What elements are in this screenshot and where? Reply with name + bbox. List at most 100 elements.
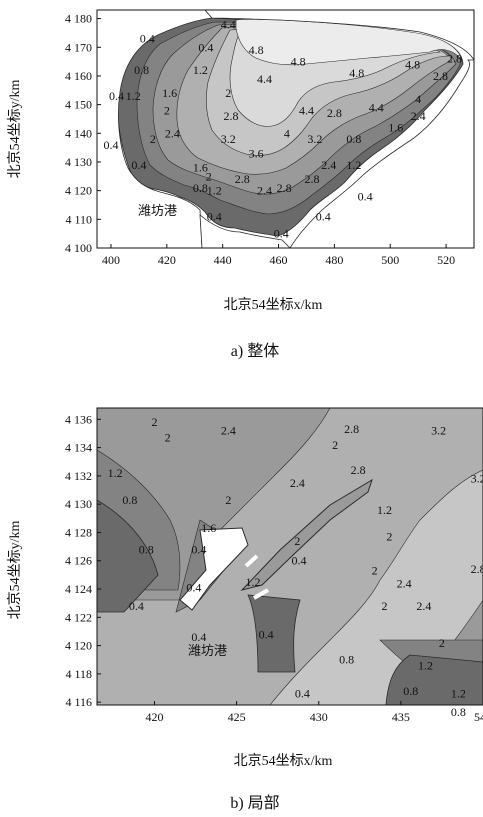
contour-label: 4 [284, 126, 290, 140]
x-tick-label: 500 [381, 253, 399, 267]
x-tick-label: 425 [228, 710, 246, 724]
y-tick-label: 4 126 [65, 554, 92, 568]
panel-b-port-label: 潍坊港 [188, 643, 227, 658]
panel-a-land-south [199, 214, 291, 248]
panel-b-land [179, 527, 249, 611]
panel-a-x-ticks: 400 420 440 460 480 500 520 [102, 244, 455, 267]
contour-label: 1.2 [377, 503, 392, 517]
contour-label: 2.8 [235, 172, 250, 186]
contour-label: 1.6 [201, 521, 216, 535]
contour-label: 4.4 [369, 100, 384, 114]
contour-label: 2 [206, 169, 212, 183]
y-tick-label: 4 170 [65, 40, 92, 54]
contour-label: 4 [415, 92, 421, 106]
x-tick-label: 480 [325, 253, 343, 267]
panel-a-land-north [204, 10, 474, 61]
contour-label: 2.4 [221, 424, 236, 438]
contour-label: 2 [164, 103, 170, 117]
contour-label: 2 [381, 599, 387, 613]
contour-label: 0.8 [122, 493, 137, 507]
panel-b-jetty [240, 478, 373, 591]
contour-label: 1.2 [207, 184, 222, 198]
panel-b-x-axis-label: 北京54坐标x/km [234, 753, 333, 769]
contour-label: 1.2 [418, 658, 433, 672]
contour-label: 2.8 [224, 109, 239, 123]
x-tick-label: 460 [270, 253, 288, 267]
y-tick-label: 4 116 [65, 695, 92, 709]
contour-label: 0.4 [186, 581, 201, 595]
panel-b-caption: b) 局部 [230, 794, 279, 812]
panel-b-x-ticks: 420 425 430 435 540 [145, 701, 483, 724]
y-tick-label: 4 122 [65, 610, 92, 624]
contour-label: 0.4 [191, 542, 206, 556]
contour-label: 2.4 [397, 576, 412, 590]
panel-a-caption: a) 整体 [231, 342, 279, 360]
panel-b-y-ticks: 4 116 4 118 4 120 4 122 4 124 4 126 4 128 4 130… [65, 412, 101, 709]
y-tick-label: 4 180 [65, 12, 92, 26]
y-tick-label: 4 136 [65, 412, 92, 426]
contour-label: 1.2 [108, 466, 123, 480]
contour-label: 0.4 [292, 554, 307, 568]
y-tick-label: 4 100 [65, 241, 92, 255]
contour-label: 3.6 [249, 146, 264, 160]
contour-label: 0.8 [193, 181, 208, 195]
contour-label: 2 [386, 530, 392, 544]
contour-label: 1.6 [388, 121, 403, 135]
x-tick-label: 400 [102, 253, 120, 267]
x-tick-label: 435 [392, 710, 410, 724]
y-tick-label: 4 120 [65, 184, 92, 198]
contour-label: 0.4 [358, 189, 373, 203]
panel-a: 4.40.40.4 4.84.84.84.8 2.80.8 1.24.4 2.80.4 1… [7, 9, 475, 360]
y-tick-label: 4 124 [65, 582, 92, 596]
x-tick-label: 440 [214, 253, 232, 267]
y-tick-label: 4 130 [65, 497, 92, 511]
contour-label: 2.4 [416, 599, 431, 613]
contour-label: 1.6 [162, 86, 177, 100]
contour-label: 0.4 [131, 158, 146, 172]
contour-label: 4.8 [291, 55, 306, 69]
x-tick-label: 420 [158, 253, 176, 267]
contour-label: 0.8 [139, 542, 154, 556]
contour-label: 2.4 [165, 126, 180, 140]
contour-label: 0.8 [451, 705, 466, 719]
panel-a-x-axis-label: 北京54坐标x/km [224, 297, 323, 313]
y-tick-label: 4 132 [65, 469, 92, 483]
panel-b-band-4 [97, 499, 483, 705]
contour-label: 0.4 [198, 40, 213, 54]
contour-label: 3.2 [471, 472, 483, 486]
contour-label: 3.2 [431, 424, 446, 438]
contour-label: 1.2 [126, 89, 141, 103]
panel-a-port-label: 潍坊港 [138, 203, 177, 218]
contour-label: 2.8 [471, 562, 483, 576]
y-tick-label: 4 118 [65, 667, 92, 681]
contour-label: 2 [165, 431, 171, 445]
contour-label: 0.4 [259, 627, 274, 641]
contour-label: 0.4 [109, 89, 124, 103]
contour-label: 2.8 [351, 463, 366, 477]
contour-label: 2.4 [290, 476, 305, 490]
contour-label: 4.8 [349, 66, 364, 80]
panel-a-y-ticks: 4 100 4 110 4 120 4 130 4 140 4 150 4 160 4 170… [65, 12, 101, 255]
panel-b-frame [96, 407, 483, 706]
x-tick-label: 420 [145, 710, 163, 724]
contour-label: 2 [294, 534, 300, 548]
contour-label: 4.8 [405, 57, 420, 71]
contour-label: 2.8 [327, 106, 342, 120]
contour-label: 0.4 [191, 630, 206, 644]
panel-b-breakwater [244, 554, 269, 600]
contour-label: 2 [150, 132, 156, 146]
contour-label: 0.4 [295, 687, 310, 701]
contour-label: 2.8 [344, 422, 359, 436]
y-tick-label: 4 120 [65, 639, 92, 653]
contour-label: 1.2 [246, 575, 261, 589]
panel-a-contour-labels: 4.40.40.4 4.84.84.84.8 2.80.8 1.24.4 2.80.4 1… [103, 17, 461, 240]
contour-label: 2.8 [305, 172, 320, 186]
x-tick-label: 430 [310, 710, 328, 724]
contour-label: 0.4 [274, 227, 289, 241]
panel-a-land-west [97, 10, 213, 248]
panel-a-land-east [289, 59, 474, 248]
y-tick-label: 4 110 [65, 212, 92, 226]
contour-label: 2 [225, 493, 231, 507]
contour-label: 0.4 [140, 32, 155, 46]
